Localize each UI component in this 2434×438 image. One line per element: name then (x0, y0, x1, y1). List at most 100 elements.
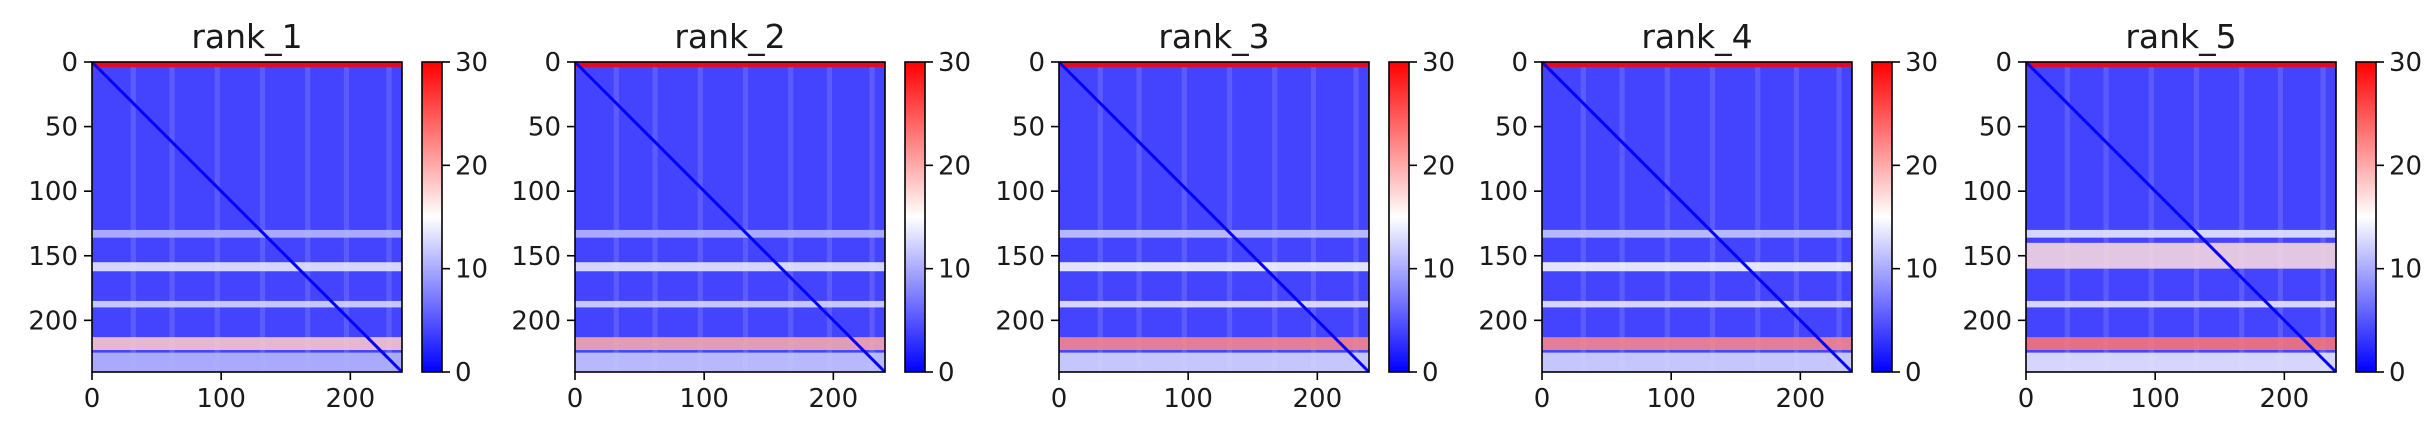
colorbar-tick-label: 20 (938, 151, 971, 181)
heatmap-band (1059, 337, 1369, 351)
colorbar-tick-label: 20 (455, 151, 488, 181)
panel-title: rank_1 (191, 17, 302, 56)
heatmap-texture-column (788, 67, 794, 373)
heatmap-texture-column (259, 67, 266, 373)
x-tick-label: 0 (2018, 384, 2035, 414)
heatmap-band (575, 262, 885, 272)
colorbar-tick-label: 0 (1422, 358, 1439, 388)
heatmap-diagonal (1057, 60, 1371, 374)
heatmap-texture-column (1664, 67, 1670, 373)
y-tick-label: 150 (995, 242, 1045, 272)
heatmap-panel-1: rank_1 0 100 200 0 50 100 150 200 0 10 20 30 (28, 17, 488, 414)
colorbar-tick-label: 30 (1905, 48, 1938, 78)
heatmap-band (1542, 337, 1852, 351)
x-tick-label: 200 (2260, 384, 2310, 414)
heatmap-band (1059, 262, 1369, 272)
heatmap-band (1059, 62, 1369, 68)
heatmap-texture-column (2193, 67, 2200, 373)
colorbar-frame (904, 61, 926, 373)
y-tick-label: 100 (28, 177, 78, 207)
heatmap-panel-2: rank_2 0 100 200 0 50 100 150 200 0 10 20 30 (511, 17, 971, 414)
heatmap-band (2026, 337, 2336, 351)
colorbar (422, 62, 442, 372)
heatmap-texture-column (1097, 67, 1103, 373)
heatmap-texture-column (130, 67, 136, 373)
colorbar-tick-label: 30 (938, 48, 971, 78)
y-tick-label: 200 (995, 306, 1045, 336)
heatmap-band (2026, 352, 2336, 372)
y-tick-label: 150 (1478, 242, 1528, 272)
y-tick-label: 0 (61, 48, 78, 78)
panel-title: rank_4 (1641, 17, 1752, 56)
plot-frame (1541, 61, 1853, 373)
colorbar-tick-label: 10 (1422, 255, 1455, 285)
colorbar-tick-label: 0 (455, 358, 472, 388)
y-tick-label: 100 (995, 177, 1045, 207)
y-tick-label: 0 (1511, 48, 1528, 78)
y-tick-label: 200 (1962, 306, 2012, 336)
colorbar-tick-label: 10 (938, 255, 971, 285)
heatmap-band (575, 62, 885, 68)
heatmap-band (1542, 62, 1852, 68)
heatmap-band (575, 337, 885, 351)
x-tick-label: 100 (2130, 384, 2180, 414)
colorbar (1872, 62, 1892, 372)
heatmap-panel-4: rank_4 0 100 200 0 50 100 150 200 0 10 20 30 (1478, 17, 1938, 414)
colorbar-tick-label: 20 (1905, 151, 1938, 181)
x-tick-label: 100 (196, 384, 246, 414)
x-tick-label: 0 (1534, 384, 1551, 414)
heatmap-texture-column (2064, 67, 2070, 373)
x-tick-label: 0 (84, 384, 101, 414)
y-tick-label: 50 (1012, 113, 1045, 143)
heatmap-texture-column (1353, 67, 1359, 373)
y-tick-label: 100 (511, 177, 561, 207)
heatmap-band (575, 300, 885, 308)
y-tick-label: 100 (1962, 177, 2012, 207)
heatmap-band (1059, 229, 1369, 238)
heatmap-texture-column (1181, 67, 1187, 373)
heatmap-texture-column (1226, 67, 1233, 373)
y-tick-label: 0 (544, 48, 561, 78)
panel-title: rank_5 (2125, 17, 2236, 56)
plot-frame (574, 61, 886, 373)
heatmap-texture-column (869, 67, 875, 373)
heatmap-texture-column (1310, 67, 1317, 373)
heatmap-diagonal (1540, 60, 1854, 374)
heatmap-texture-column (1136, 67, 1142, 373)
colorbar-tick-label: 0 (2389, 358, 2406, 388)
panel-title: rank_2 (674, 17, 785, 56)
colorbar-tick-label: 0 (1905, 358, 1922, 388)
heatmap-band (2026, 62, 2336, 68)
heatmap-texture-column (2239, 67, 2245, 373)
x-tick-label: 200 (326, 384, 376, 414)
heatmap-panel-5: rank_5 0 100 200 0 50 100 150 200 0 10 20 30 (1962, 17, 2422, 414)
heatmap-band (2026, 229, 2336, 238)
heatmap-texture-column (826, 67, 833, 373)
y-tick-label: 50 (1495, 113, 1528, 143)
plot-frame (1058, 61, 1370, 373)
heatmap-band (1542, 352, 1852, 372)
colorbar-frame (1871, 61, 1893, 373)
heatmap-panel-3: rank_3 0 100 200 0 50 100 150 200 0 10 20 30 (995, 17, 1455, 414)
heatmap-texture-column (305, 67, 311, 373)
colorbar-tick-label: 30 (455, 48, 488, 78)
colorbar-tick-label: 10 (2389, 255, 2422, 285)
colorbar (1389, 62, 1409, 372)
colorbar-tick-label: 30 (2389, 48, 2422, 78)
heatmap-texture-column (742, 67, 749, 373)
heatmap-band (92, 229, 402, 238)
plot-frame (91, 61, 403, 373)
heatmap-band (1059, 300, 1369, 308)
heatmap-diagonal (573, 60, 887, 374)
y-tick-label: 200 (1478, 306, 1528, 336)
colorbar-tick-label: 0 (938, 358, 955, 388)
heatmap-texture-column (1580, 67, 1586, 373)
heatmap-texture-column (2103, 67, 2109, 373)
heatmap-texture-column (2320, 67, 2326, 373)
heatmap-texture-column (2277, 67, 2284, 373)
heatmap-band (1542, 300, 1852, 308)
colorbar-tick-label: 10 (455, 255, 488, 285)
colorbar-tick-label: 20 (1422, 151, 1455, 181)
colorbar-tick-label: 10 (1905, 255, 1938, 285)
